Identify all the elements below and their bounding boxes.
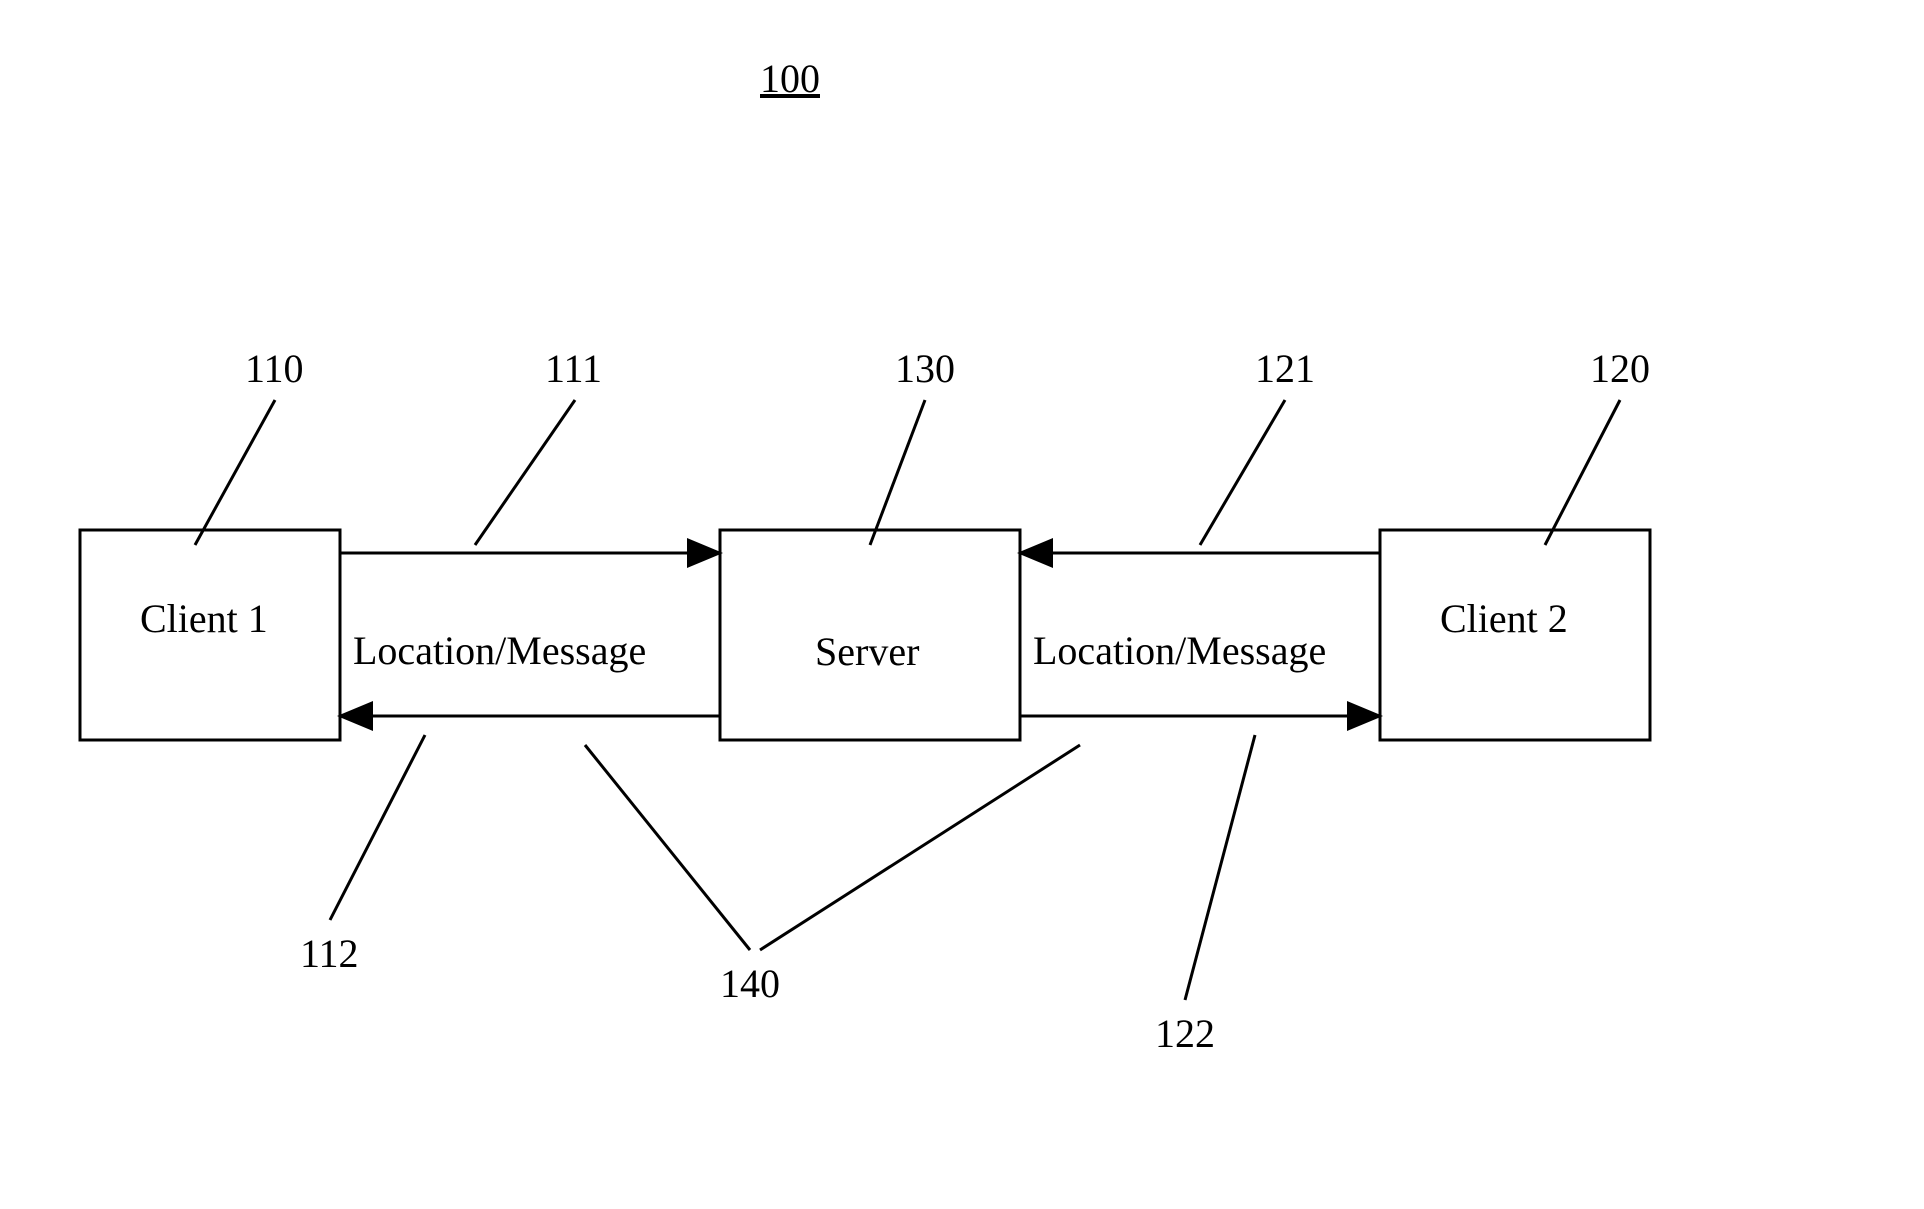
callout-112	[330, 735, 425, 920]
ref-120: 120	[1590, 345, 1650, 392]
callout-110	[195, 400, 275, 545]
callout-121	[1200, 400, 1285, 545]
edge-label-left: Location/Message	[353, 627, 646, 674]
ref-121: 121	[1255, 345, 1315, 392]
callout-140a	[585, 745, 750, 950]
client2-label: Client 2	[1440, 595, 1568, 642]
ref-122: 122	[1155, 1010, 1215, 1057]
ref-140: 140	[720, 960, 780, 1007]
ref-130: 130	[895, 345, 955, 392]
ref-112: 112	[300, 930, 359, 977]
callout-111	[475, 400, 575, 545]
edge-label-right: Location/Message	[1033, 627, 1326, 674]
callout-122	[1185, 735, 1255, 1000]
ref-111: 111	[545, 345, 602, 392]
server-label: Server	[815, 628, 919, 675]
diagram-canvas	[0, 0, 1924, 1209]
callout-130	[870, 400, 925, 545]
client1-label: Client 1	[140, 595, 268, 642]
callout-140b	[760, 745, 1080, 950]
ref-110: 110	[245, 345, 304, 392]
callout-120	[1545, 400, 1620, 545]
